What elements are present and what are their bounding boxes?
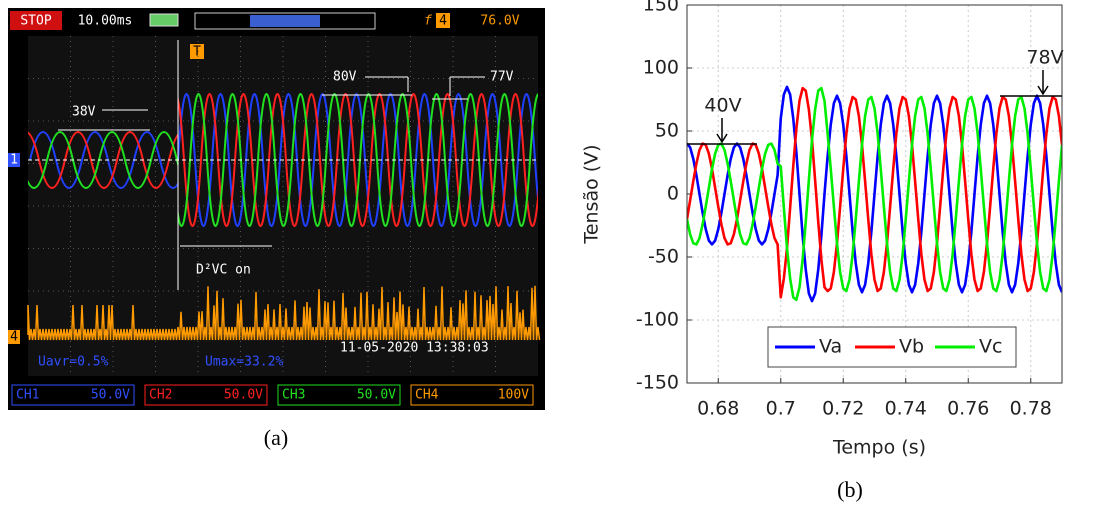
scope-waves (28, 93, 538, 227)
x-tick-label: 0.74 (885, 398, 927, 420)
channel-name: CH4 (415, 388, 439, 403)
legend-label: Vb (899, 336, 924, 358)
x-tick-label: 0.68 (697, 398, 739, 420)
ch4-noise (27, 285, 541, 341)
x-tick-label: 0.7 (766, 398, 796, 420)
y-tick-label: -100 (636, 309, 679, 331)
x-axis-label: Tempo (s) (832, 437, 926, 459)
ch4-marker: 4 (10, 330, 18, 345)
series-line (687, 85, 1062, 303)
status: STOP (20, 14, 51, 29)
annotation: 38V (72, 105, 96, 120)
oscilloscope-screen: STOP 10.00ms f 4 76.0V T 1 4 38V 80V 77V… (8, 8, 545, 410)
ch4-marker-box (8, 330, 20, 344)
trigger-source-box (436, 13, 450, 28)
memory-bar (194, 12, 376, 30)
y-tick-label: -50 (648, 246, 679, 268)
channel-bar: CH1 50.0V CH2 50.0V CH3 50.0V CH4 100V (11, 384, 534, 406)
annotation: 78V (1026, 47, 1063, 69)
trigger-level: 76.0V (480, 14, 519, 29)
legend-label: Va (819, 336, 842, 358)
annotation: 77V (490, 70, 514, 85)
y-tick-label: 150 (643, 0, 679, 16)
plot: -150 -100 -50 0 50 100 150 0.68 0.7 0.72 0.74 0.76 0… (581, 0, 1064, 459)
channel-scale: 50.0V (357, 388, 396, 403)
channel-name: CH2 (149, 388, 172, 403)
channel-name: CH1 (16, 388, 39, 403)
channel-box (144, 384, 268, 406)
series-line (687, 86, 1062, 302)
ch1-marker: 1 (10, 153, 18, 168)
series-line (687, 86, 1062, 299)
y-tick-label: 50 (655, 120, 679, 142)
measurement: Umax=33.2% (205, 355, 283, 370)
scope-wave (29, 131, 178, 189)
annotation: 40V (704, 95, 741, 117)
y-tick-label: 0 (667, 183, 679, 205)
memory-window (250, 15, 320, 27)
trigger-marker: T (193, 45, 201, 60)
legend-label: Vc (979, 336, 1002, 358)
caption: (b) (837, 477, 863, 502)
annotation-head (1037, 85, 1049, 96)
channel-box (11, 384, 135, 406)
y-axis-label: Tensão (V) (581, 144, 603, 244)
plot-frame (686, 4, 1063, 384)
x-tick-label: 0.76 (947, 398, 989, 420)
channel-box (277, 384, 401, 406)
annotation: D²VC on (196, 263, 251, 278)
trigger-edge: f (424, 14, 432, 29)
x-tick-label: 0.78 (1010, 398, 1052, 420)
scope-wave (28, 131, 178, 189)
timestamp: 11-05-2020 13:38:03 (340, 341, 489, 356)
channel-scale: 50.0V (91, 388, 130, 403)
scope-wave (178, 93, 538, 227)
y-tick-label: -150 (636, 372, 679, 394)
y-tick-label: 100 (643, 57, 679, 79)
x-tick-label: 0.72 (822, 398, 864, 420)
timebase: 10.00ms (78, 14, 133, 29)
channel-name: CH3 (282, 388, 305, 403)
channel-box (410, 384, 534, 406)
caption: (a) (264, 425, 288, 450)
channel-scale: 50.0V (224, 388, 263, 403)
measurement: Uavr=0.5% (38, 355, 109, 370)
ch1-marker-box (8, 153, 20, 167)
ch4-trace (27, 285, 541, 341)
battery-icon (149, 13, 179, 27)
trigger-source: 4 (439, 14, 447, 29)
trigger-marker-box (190, 44, 204, 59)
scope-wave (178, 93, 538, 227)
status-box (10, 11, 62, 30)
annotation-head (716, 133, 728, 144)
annotation: 80V (333, 70, 357, 85)
scope-wave (178, 93, 538, 227)
scope-wave (28, 131, 178, 189)
channel-scale: 100V (498, 388, 529, 403)
